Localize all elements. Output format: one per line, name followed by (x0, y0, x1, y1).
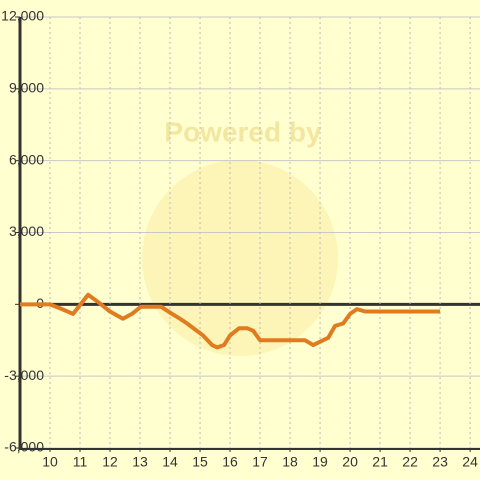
x-tick-label: 15 (192, 454, 208, 470)
watermark-logo (142, 160, 338, 356)
y-tick-label: 6,000 (9, 151, 44, 167)
data-line (20, 292, 441, 350)
x-tick-label: 16 (222, 454, 238, 470)
y-tick-label: -6,000 (4, 439, 44, 455)
x-tick-label: 19 (312, 454, 328, 470)
x-tick-label: 24 (462, 454, 478, 470)
x-tick-label: 11 (73, 454, 88, 470)
y-tick-label: -3,000 (4, 367, 44, 383)
x-tick-label: 13 (132, 454, 148, 470)
y-tick-label: 3,000 (9, 223, 44, 239)
x-tick-label: 12 (102, 454, 118, 470)
x-tick-label: 18 (282, 454, 298, 470)
x-tick-label: 21 (372, 454, 388, 470)
x-tick-label: 14 (162, 454, 178, 470)
x-tick-label: 17 (252, 454, 268, 470)
watermark: Powered by (164, 116, 322, 147)
y-tick-label: 9,000 (9, 80, 44, 96)
y-tick-label: 12,000 (1, 8, 44, 24)
x-tick-label: 23 (432, 454, 448, 470)
x-tick-label: 20 (342, 454, 358, 470)
x-tick-label: 10 (42, 454, 58, 470)
x-tick-label: 22 (402, 454, 418, 470)
